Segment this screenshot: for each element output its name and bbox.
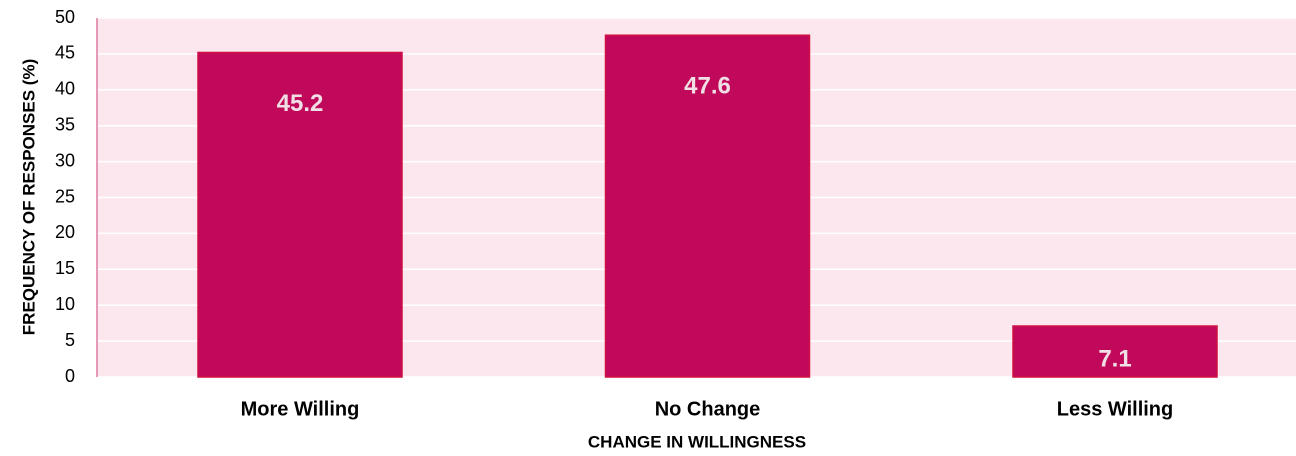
- x-axis-title: CHANGE IN WILLINGNESS: [588, 432, 806, 451]
- y-tick-label: 20: [55, 222, 75, 242]
- value-label: 45.2: [277, 90, 324, 117]
- y-tick-label: 10: [55, 294, 75, 314]
- y-tick-label: 0: [65, 366, 75, 386]
- bar: [1012, 325, 1218, 378]
- y-tick-label: 50: [55, 7, 75, 27]
- y-tick-label: 40: [55, 79, 75, 99]
- y-tick-label: 35: [55, 114, 75, 134]
- y-tick-label: 45: [55, 43, 75, 63]
- bar: [197, 51, 403, 378]
- x-tick-label: More Willing: [241, 398, 360, 420]
- x-tick-label: Less Willing: [1057, 398, 1174, 420]
- y-tick-label: 25: [55, 186, 75, 206]
- x-tick-label: No Change: [655, 398, 761, 420]
- y-tick-label: 15: [55, 258, 75, 278]
- value-label: 47.6: [684, 73, 731, 100]
- y-axis-title: FREQUENCY OF RESPONSES (%): [19, 59, 38, 335]
- bar: [604, 34, 811, 378]
- y-tick-label: 5: [65, 330, 75, 350]
- y-tick-label: 30: [55, 150, 75, 170]
- value-label: 7.1: [1098, 345, 1131, 372]
